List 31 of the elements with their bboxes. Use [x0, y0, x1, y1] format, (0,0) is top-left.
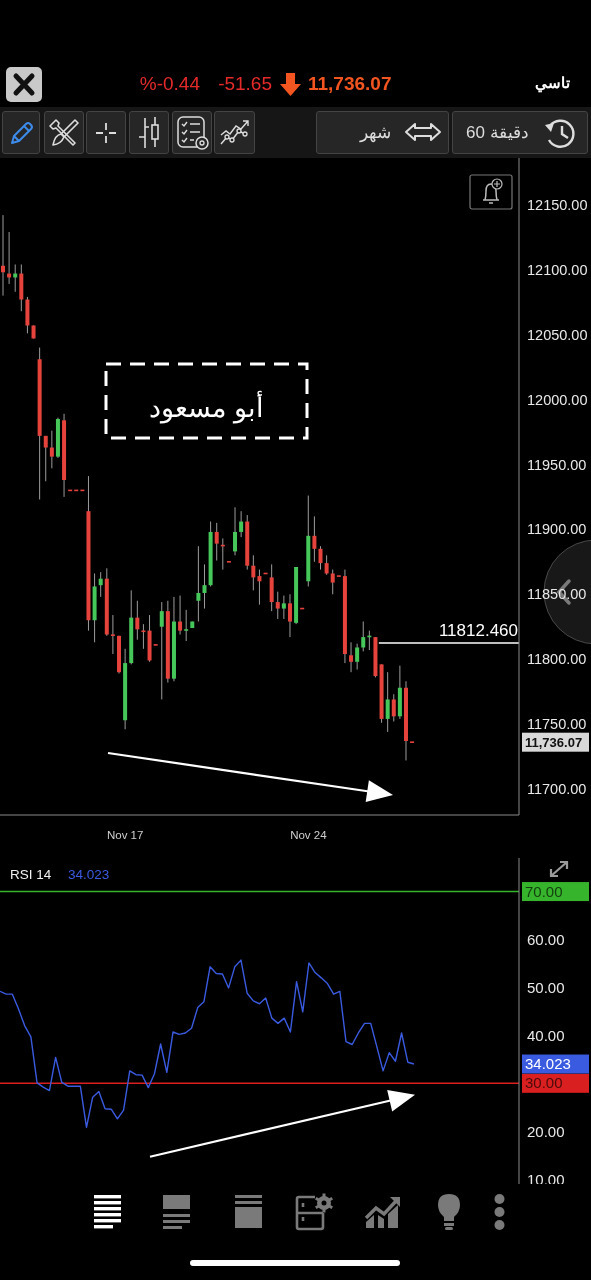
ref-line-label: 11812.460 — [438, 621, 518, 641]
y-tick-label: 12000.00 — [527, 391, 588, 408]
y-tick-label: 40.00 — [527, 1026, 565, 1044]
text: -51.65 — [218, 73, 272, 95]
annotation: 34.023 — [68, 867, 110, 882]
ref-line-label: 70.00 — [525, 882, 563, 900]
text: تاسي — [535, 74, 570, 92]
y-tick-label: 12050.00 — [527, 326, 588, 343]
y-tick-label: 11900.00 — [527, 521, 587, 538]
y-tick-label: 60.00 — [527, 930, 565, 948]
y-tick-label: 11800.00 — [527, 651, 587, 668]
x-tick-label: Nov 17 — [106, 829, 144, 841]
x-tick-label: Nov 24 — [290, 829, 328, 841]
y-tick-label: 12100.00 — [527, 261, 588, 278]
y-tick-label: 12150.00 — [527, 196, 588, 213]
ref-line-label: 30.00 — [525, 1074, 563, 1092]
y-tick-label: 11700.00 — [527, 781, 587, 798]
text: 11,736.07 — [308, 73, 392, 95]
y-tick-label: 20.00 — [527, 1122, 565, 1140]
text: RSI 14 — [10, 867, 52, 882]
text: 34.023 — [525, 1055, 571, 1073]
y-tick-label: 11750.00 — [527, 716, 587, 733]
y-tick-label: 11850.00 — [527, 586, 587, 603]
text: شهر — [360, 122, 391, 143]
text: 11,736.07 — [525, 735, 583, 751]
text: 60 دقيقة — [466, 122, 529, 143]
y-tick-label: 11950.00 — [527, 456, 587, 473]
text: %-0.44 — [139, 73, 200, 95]
y-tick-label: 10.00 — [527, 1170, 565, 1188]
y-tick-label: 50.00 — [527, 978, 565, 996]
annotation: أبو مسعود — [148, 391, 265, 425]
